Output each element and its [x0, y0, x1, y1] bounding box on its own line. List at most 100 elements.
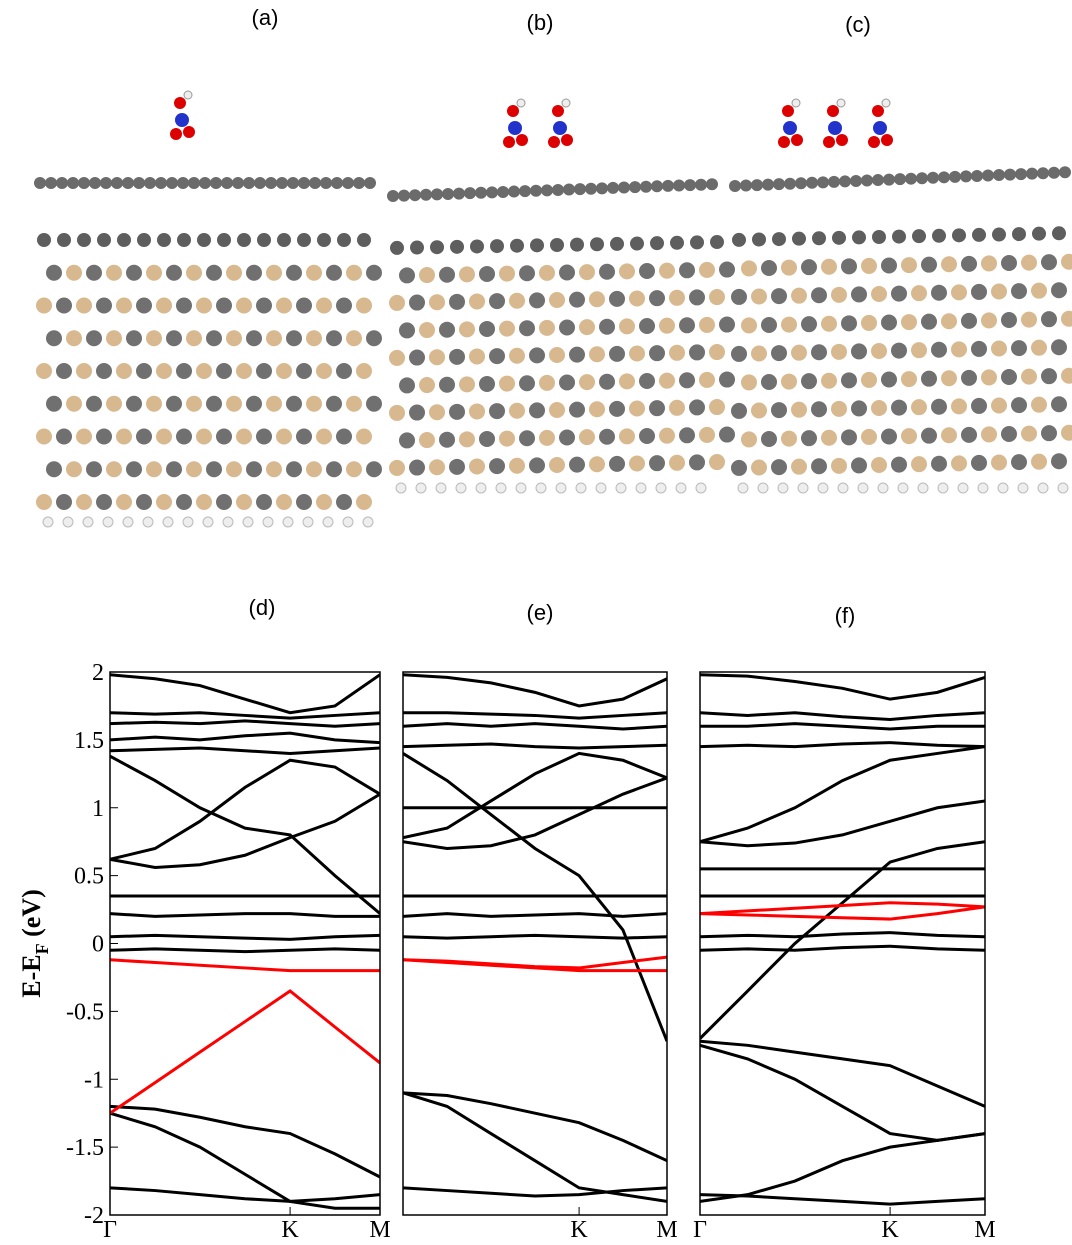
slab-atom — [459, 321, 475, 338]
slab-atom — [429, 294, 445, 311]
slab-atom — [550, 237, 564, 252]
slab-atom — [509, 457, 525, 474]
carbon-atom — [927, 171, 939, 184]
slab-atom — [489, 293, 505, 310]
band — [700, 901, 985, 916]
slab-atom — [719, 426, 735, 443]
slab-atom — [649, 455, 665, 472]
hydrogen-atom — [675, 482, 687, 494]
slab-atom — [236, 363, 252, 379]
carbon-atom — [486, 186, 498, 199]
panel-label: (a) — [252, 5, 279, 30]
carbon-atom — [618, 181, 630, 194]
slab-atom — [509, 292, 525, 309]
slab-atom — [36, 494, 52, 510]
slab-atom — [771, 288, 787, 305]
slab-atom — [539, 429, 555, 446]
carbon-atom — [872, 174, 884, 187]
band — [403, 1091, 667, 1203]
slab-atom — [891, 399, 907, 416]
slab-atom — [206, 330, 222, 347]
slab-atom — [649, 400, 665, 417]
slab-atom — [46, 330, 62, 347]
slab-atom — [792, 231, 806, 246]
x-tick-label: Γ — [693, 1217, 707, 1243]
slab-atom — [801, 430, 817, 447]
slab-atom — [166, 330, 182, 347]
slab-atom — [356, 297, 372, 314]
slab-atom — [871, 400, 887, 417]
slab-atom — [176, 428, 192, 445]
slab-atom — [991, 340, 1007, 357]
y-tick-label: -0.5 — [66, 999, 104, 1025]
panel-label: (b) — [527, 10, 554, 35]
slab-atom — [256, 428, 272, 445]
slab-atom — [236, 297, 252, 314]
slab-atom — [56, 297, 72, 314]
band — [700, 745, 985, 844]
slab-atom — [569, 291, 585, 308]
carbon-atom — [861, 174, 873, 187]
slab-atom — [206, 461, 222, 478]
hydrogen-atom — [515, 482, 527, 494]
slab-atom — [86, 395, 102, 412]
slab-atom — [156, 428, 172, 445]
slab-atom — [306, 330, 322, 347]
slab-atom — [559, 264, 575, 281]
hydrogen-atom — [561, 98, 571, 108]
slab-atom — [266, 461, 282, 478]
slab-atom — [921, 370, 937, 387]
slab-atom — [286, 395, 302, 412]
slab-atom — [981, 312, 997, 329]
slab-atom — [157, 233, 171, 247]
slab-atom — [166, 395, 182, 412]
y-tick-label: 1 — [92, 796, 104, 822]
carbon-atom — [673, 179, 685, 192]
slab-atom — [459, 266, 475, 283]
slab-atom — [1032, 226, 1046, 241]
slab-atom — [236, 494, 252, 510]
slab-atom — [609, 400, 625, 417]
slab-atom — [136, 494, 152, 510]
slab-atom — [439, 376, 455, 393]
slab-atom — [126, 395, 142, 412]
slab-atom — [346, 330, 362, 347]
slab-atom — [206, 264, 222, 281]
slab-atom — [1011, 397, 1027, 414]
band — [700, 905, 985, 921]
carbon-atom — [243, 177, 255, 189]
carbon-atom — [596, 182, 608, 195]
band — [110, 1186, 380, 1203]
slab-atom — [669, 399, 685, 416]
carbon-atom — [210, 177, 222, 189]
slab-atom — [316, 428, 332, 445]
carbon-atom — [784, 177, 796, 190]
slab-atom — [246, 264, 262, 281]
slab-atom — [449, 458, 465, 475]
slab-atom — [931, 284, 947, 301]
slab-atom — [771, 345, 787, 362]
carbon-atom — [364, 177, 376, 189]
carbon-atom — [320, 177, 332, 189]
oxygen-atom — [174, 97, 186, 109]
slab-atom — [1031, 453, 1047, 470]
carbon-atom — [773, 178, 785, 191]
slab-atom — [126, 264, 142, 281]
slab-atom — [579, 374, 595, 391]
carbon-atom — [232, 177, 244, 189]
carbon-atom — [45, 177, 57, 189]
slab-atom — [136, 297, 152, 314]
carbon-atom — [740, 179, 752, 192]
carbon-atom — [254, 177, 266, 189]
band — [110, 1104, 380, 1179]
carbon-atom — [982, 169, 994, 182]
carbon-atom — [67, 177, 79, 189]
hydrogen-atom — [162, 516, 174, 528]
nitrogen-atom — [553, 121, 567, 135]
band — [110, 958, 380, 973]
slab-atom — [1051, 282, 1067, 299]
slab-atom — [751, 288, 767, 305]
slab-atom — [1021, 368, 1037, 385]
slab-atom — [931, 398, 947, 415]
hydrogen-atom — [435, 482, 447, 494]
